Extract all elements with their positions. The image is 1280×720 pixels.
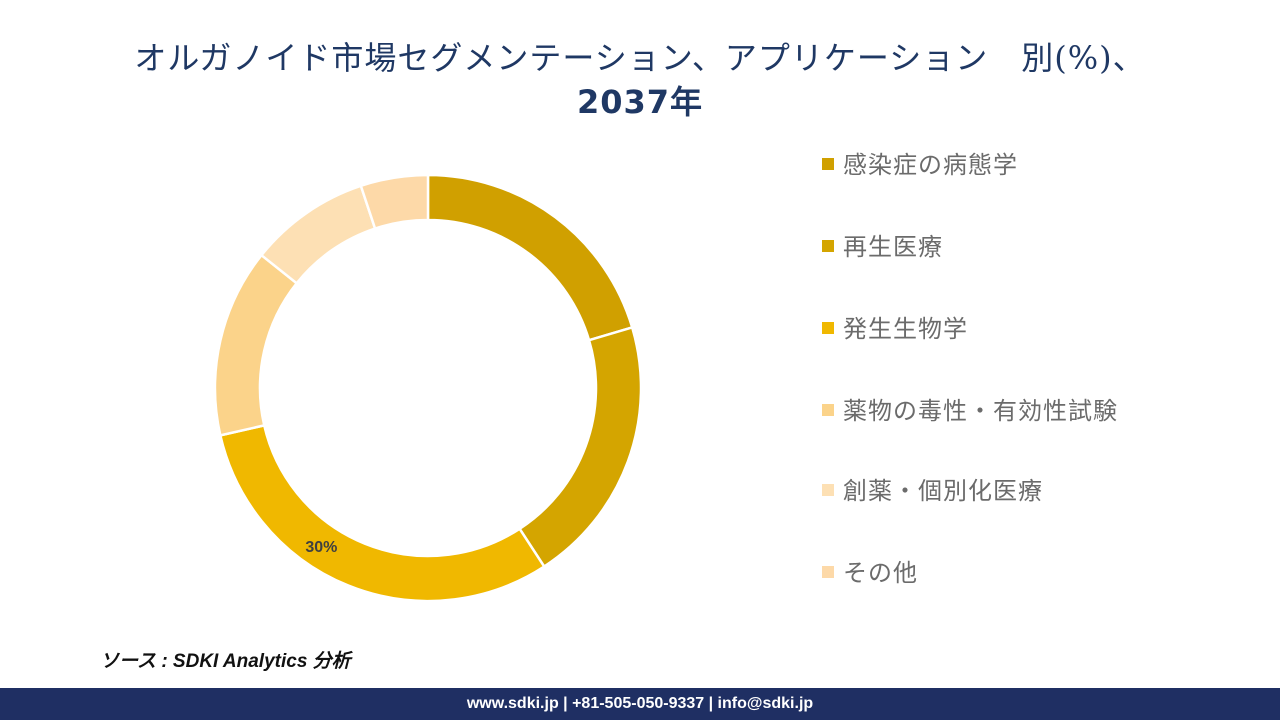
legend-item-4: 薬物の毒性・有効性試験 (822, 391, 1122, 431)
donut-slice-3 (218, 423, 546, 603)
donut-data-label-3: 30% (305, 539, 337, 556)
source-note: ソース : SDKI Analytics 分析 (100, 651, 351, 672)
legend-label-2: 再生医療 (843, 233, 943, 261)
legend-item-6: その他 (822, 553, 1122, 593)
chart-title-line2: 2037年 (576, 83, 704, 121)
legend-item-3: 発生生物学 (822, 309, 1122, 349)
donut-slice-4 (213, 253, 299, 437)
chart-title-line1: オルガノイド市場セグメンテーション、アプリケーション 別(%)、 (134, 39, 1146, 77)
legend-swatch-5 (822, 484, 834, 496)
legend-item-5: 創薬・個別化医療 (822, 471, 1122, 511)
legend-label-5: 創薬・個別化医療 (843, 477, 1043, 505)
footer-contact-bar: www.sdki.jp | +81-505-050-9337 | info@sd… (0, 688, 1280, 720)
legend-item-1: 感染症の病態学 (822, 145, 1122, 185)
legend-swatch-4 (822, 404, 834, 416)
donut-chart: 30% (200, 160, 660, 620)
legend-label-3: 発生生物学 (843, 315, 968, 343)
legend-swatch-3 (822, 322, 834, 334)
donut-slice-5 (259, 184, 377, 286)
legend-label-4: 薬物の毒性・有効性試験 (843, 397, 1118, 425)
legend-swatch-6 (822, 566, 834, 578)
legend-swatch-1 (822, 158, 834, 170)
legend-label-1: 感染症の病態学 (843, 151, 1018, 179)
chart-title: オルガノイド市場セグメンテーション、アプリケーション 別(%)、 2037年 (60, 36, 1220, 124)
donut-slice-6 (359, 173, 430, 231)
donut-slice-2 (517, 325, 643, 569)
donut-chart-svg: 30% (213, 173, 643, 603)
donut-slice-1 (426, 173, 634, 342)
legend-label-6: その他 (843, 559, 918, 587)
legend-swatch-2 (822, 240, 834, 252)
legend-item-2: 再生医療 (822, 227, 1122, 267)
